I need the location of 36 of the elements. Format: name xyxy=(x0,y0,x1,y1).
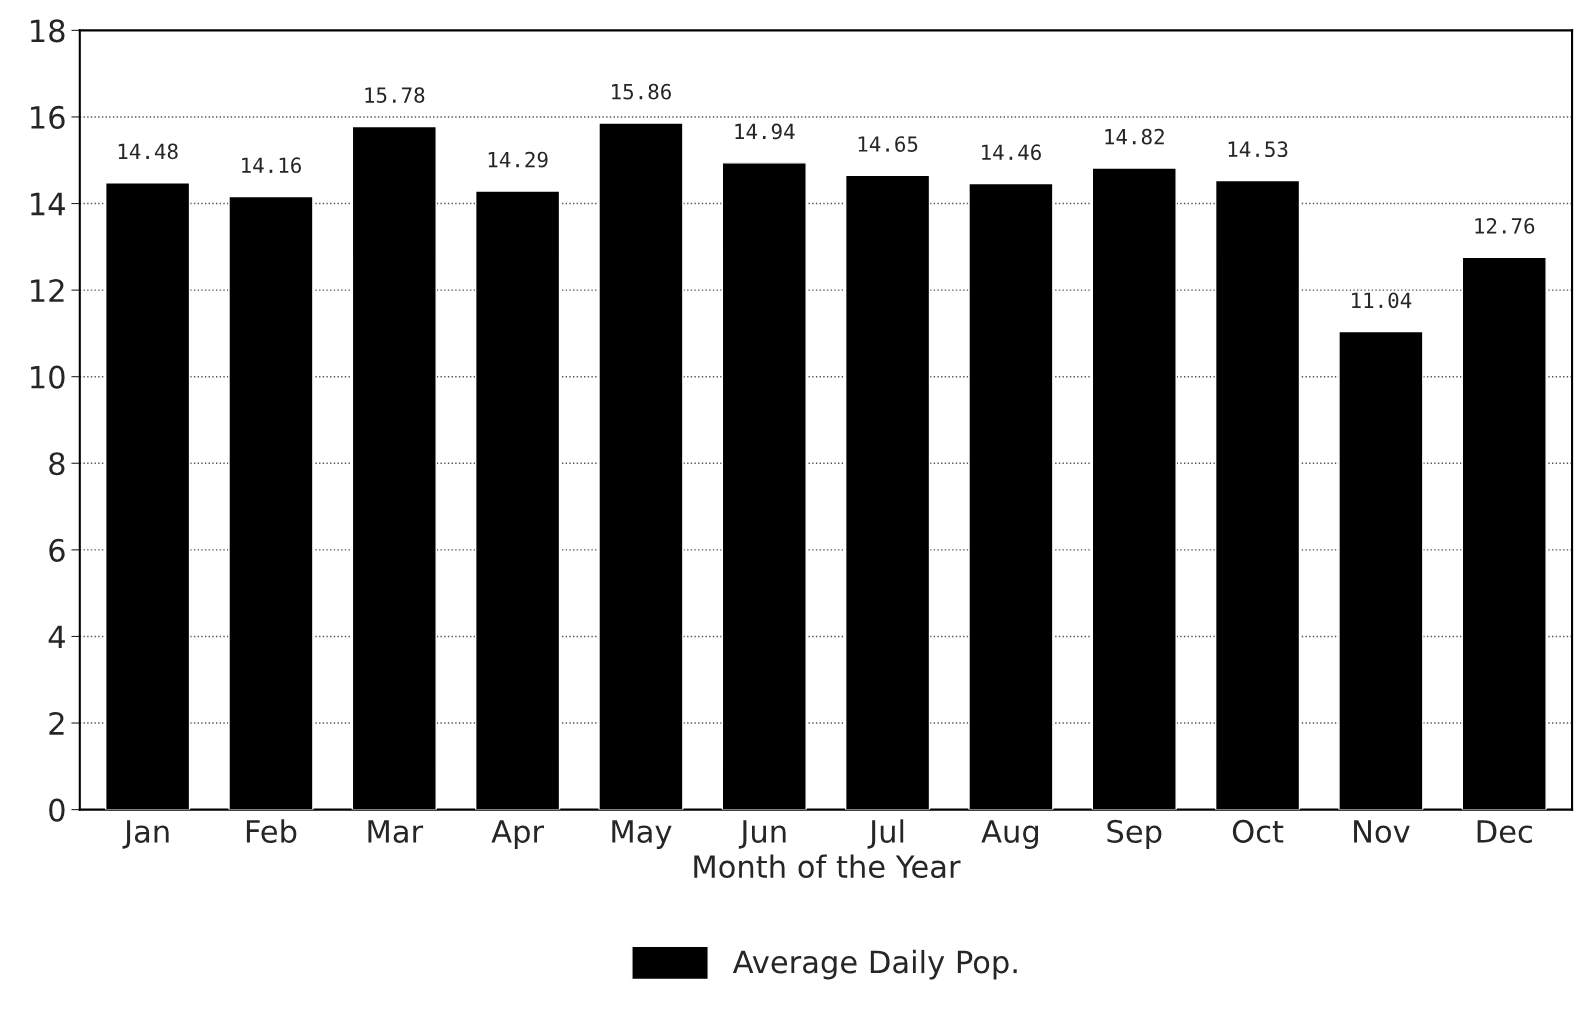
x-tick-label: Sep xyxy=(1107,819,1162,849)
data-label: 14.53 xyxy=(1228,141,1288,158)
y-tick-label: 4 xyxy=(48,625,65,649)
data-label: 14.46 xyxy=(982,144,1041,161)
y-tick-label: 12 xyxy=(31,279,64,302)
x-tick-label: May xyxy=(612,820,672,849)
x-tick-label: Mar xyxy=(368,820,424,843)
legend-label: Average Daily Pop. xyxy=(732,949,1017,980)
data-label: 14.29 xyxy=(488,151,548,168)
data-label: 14.94 xyxy=(735,123,795,140)
data-label: 15.78 xyxy=(365,87,425,103)
data-label: 14.48 xyxy=(118,143,178,160)
y-tick-label: 16 xyxy=(31,105,65,129)
y-tick-label: 6 xyxy=(49,538,65,562)
x-tick-label: Jun xyxy=(738,820,786,849)
y-tick-label: 8 xyxy=(49,452,65,476)
data-label: 12.76 xyxy=(1475,217,1535,234)
data-label: 15.86 xyxy=(612,83,671,100)
x-tick-label: Jan xyxy=(122,820,169,849)
y-tick-label: 2 xyxy=(49,711,64,735)
x-tick-label: Aug xyxy=(981,820,1038,849)
data-label: 14.16 xyxy=(242,157,301,174)
y-tick-label: 18 xyxy=(31,19,65,43)
x-tick-label: Jul xyxy=(867,819,904,849)
y-tick-label: 0 xyxy=(49,798,65,822)
x-tick-label: Dec xyxy=(1477,820,1532,843)
x-axis-title: Month of the Year xyxy=(694,854,961,879)
data-label: 11.04 xyxy=(1352,292,1412,309)
y-tick-label: 14 xyxy=(31,192,65,216)
y-tick-label: 10 xyxy=(31,365,65,389)
x-tick-label: Apr xyxy=(491,820,545,849)
x-tick-label: Nov xyxy=(1354,820,1410,843)
x-tick-label: Oct xyxy=(1232,819,1284,843)
data-label: 14.82 xyxy=(1105,128,1164,145)
x-tick-label: Feb xyxy=(246,819,297,843)
data-label: 14.65 xyxy=(858,136,918,152)
